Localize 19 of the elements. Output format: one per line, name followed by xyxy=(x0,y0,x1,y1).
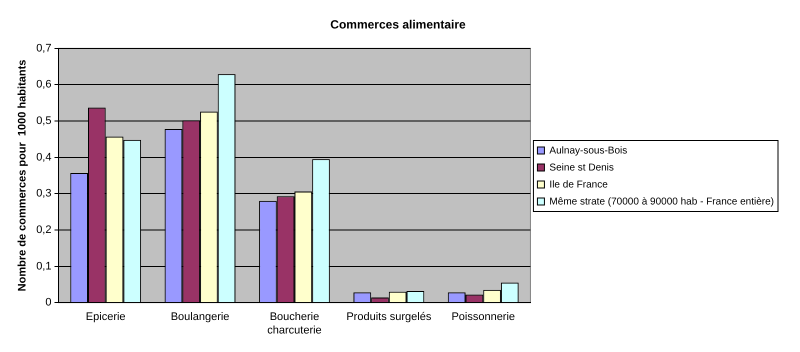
legend-label: Même strate (70000 à 90000 hab - France entière) xyxy=(549,196,774,208)
y-tick-label: 0,3 xyxy=(36,188,52,200)
legend-label: Ile de France xyxy=(549,179,608,190)
x-tick-label: Boulangerie xyxy=(170,311,230,324)
x-tick-label: Boucherie charcuterie xyxy=(267,311,322,336)
y-tick-label: 0,7 xyxy=(36,42,52,54)
legend-label: Aulnay-sous-Bois xyxy=(549,145,628,156)
chart-title: Commerces alimentaire xyxy=(330,18,466,32)
x-tick-label: Produits surgelés xyxy=(346,311,432,324)
y-tick-label: 0 xyxy=(45,296,52,309)
x-tick-label: Epicerie xyxy=(86,311,126,324)
legend-label: Seine st Denis xyxy=(549,162,614,174)
y-tick-label: 0,5 xyxy=(36,115,52,128)
y-axis-title: Nombre de commerces pour 1000 habitants xyxy=(16,60,29,292)
x-tick-label: Poissonnerie xyxy=(451,311,516,324)
y-tick-label: 0,6 xyxy=(36,78,52,91)
y-tick-label: 0,1 xyxy=(36,260,52,272)
y-tick-label: 0,4 xyxy=(36,151,52,164)
y-tick-label: 0,2 xyxy=(36,224,52,236)
